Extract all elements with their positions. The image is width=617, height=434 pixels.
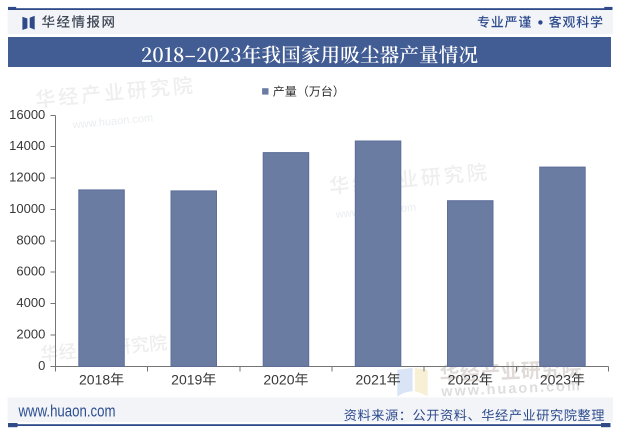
svg-text:16000: 16000	[9, 107, 45, 122]
svg-text:2020: 2020	[263, 371, 294, 387]
svg-text:14000: 14000	[9, 138, 45, 153]
svg-text:12000: 12000	[9, 170, 45, 185]
svg-text:8000: 8000	[16, 232, 45, 247]
svg-text:10000: 10000	[9, 201, 45, 216]
svg-text:www.huaon.com: www.huaon.com	[440, 378, 582, 400]
svg-text:www.huaon.com: www.huaon.com	[18, 402, 116, 421]
svg-text:2019: 2019	[171, 371, 202, 387]
svg-text:0: 0	[38, 358, 45, 373]
svg-text:2000: 2000	[16, 327, 45, 342]
svg-text:2023: 2023	[540, 371, 571, 387]
svg-text:4000: 4000	[16, 295, 45, 310]
svg-text:2018: 2018	[79, 371, 110, 387]
svg-text:2021: 2021	[356, 371, 387, 387]
svg-text:2022: 2022	[448, 371, 479, 387]
svg-text:6000: 6000	[16, 264, 45, 279]
svg-text:www.huaon.com: www.huaon.com	[71, 112, 153, 131]
